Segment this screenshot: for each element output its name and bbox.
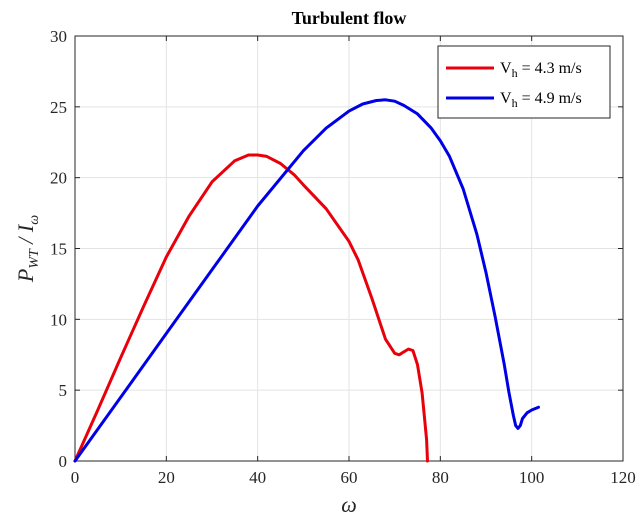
x-tick-label: 60: [341, 468, 358, 487]
y-tick-label: 20: [50, 169, 67, 188]
legend-entry-series-2: Vh = 4.9 m/s: [500, 90, 582, 110]
y-tick-label: 25: [50, 98, 67, 117]
legend-entry-series-1: Vh = 4.3 m/s: [500, 60, 582, 80]
y-tick-label: 5: [59, 381, 68, 400]
x-axis-label: ω: [341, 492, 357, 517]
legend-entry-1-rest: = 4.3 m/s: [518, 60, 582, 77]
legend-entry-2-sub: h: [512, 96, 518, 110]
y-tick-label: 10: [50, 310, 67, 329]
y-label-sub2: ω: [27, 215, 42, 225]
x-tick-label: 20: [158, 468, 175, 487]
y-label-main2: I: [13, 223, 38, 233]
y-axis-label: PWT / Iω: [13, 215, 42, 283]
x-tick-label: 80: [432, 468, 449, 487]
x-tick-label: 0: [71, 468, 80, 487]
y-tick-label: 30: [50, 27, 67, 46]
chart-title: Turbulent flow: [292, 8, 407, 28]
series-line-2: [73, 98, 540, 463]
series-group: [73, 98, 540, 463]
legend-box: [437, 45, 611, 119]
legend-entry-1-main: V: [500, 60, 512, 77]
y-tick-label: 0: [59, 452, 68, 471]
series-line-1: [73, 153, 429, 463]
y-tick-label: 15: [50, 240, 67, 259]
legend-entry-2-main: V: [500, 90, 512, 107]
legend-entry-2-rest: = 4.9 m/s: [518, 90, 582, 107]
y-label-sep: /: [13, 232, 38, 249]
legend: Vh = 4.3 m/s Vh = 4.9 m/s: [437, 45, 611, 119]
legend-entry-1-sub: h: [512, 66, 518, 80]
axis-ticks: 0 20 40 60 80 100 120 0 5 10 15 20 25 30: [50, 27, 636, 487]
y-label-main: P: [13, 269, 38, 283]
y-label-sub1: WT: [27, 248, 42, 269]
x-tick-label: 120: [610, 468, 636, 487]
x-tick-label: 100: [519, 468, 545, 487]
x-tick-label: 40: [249, 468, 266, 487]
